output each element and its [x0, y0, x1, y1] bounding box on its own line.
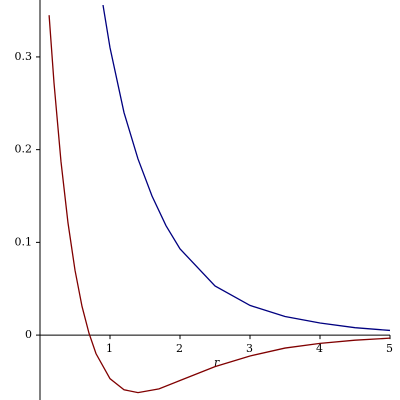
x-tick-label: 2	[176, 342, 183, 355]
curve	[48, 15, 391, 394]
plot-area	[48, 5, 391, 394]
y-tick-label: 0	[25, 328, 32, 341]
x-tick-label: 3	[246, 342, 253, 355]
x-tick-label: 1	[106, 342, 113, 355]
curve	[102, 5, 391, 332]
x-tick-label: 5	[386, 342, 393, 355]
y-tick-label: 0.1	[15, 235, 33, 248]
y-tick-label: 0.2	[15, 143, 33, 156]
x-axis-label: r	[214, 356, 220, 369]
x-tick-label: 4	[316, 342, 323, 355]
y-tick-label: 0.3	[15, 50, 33, 63]
